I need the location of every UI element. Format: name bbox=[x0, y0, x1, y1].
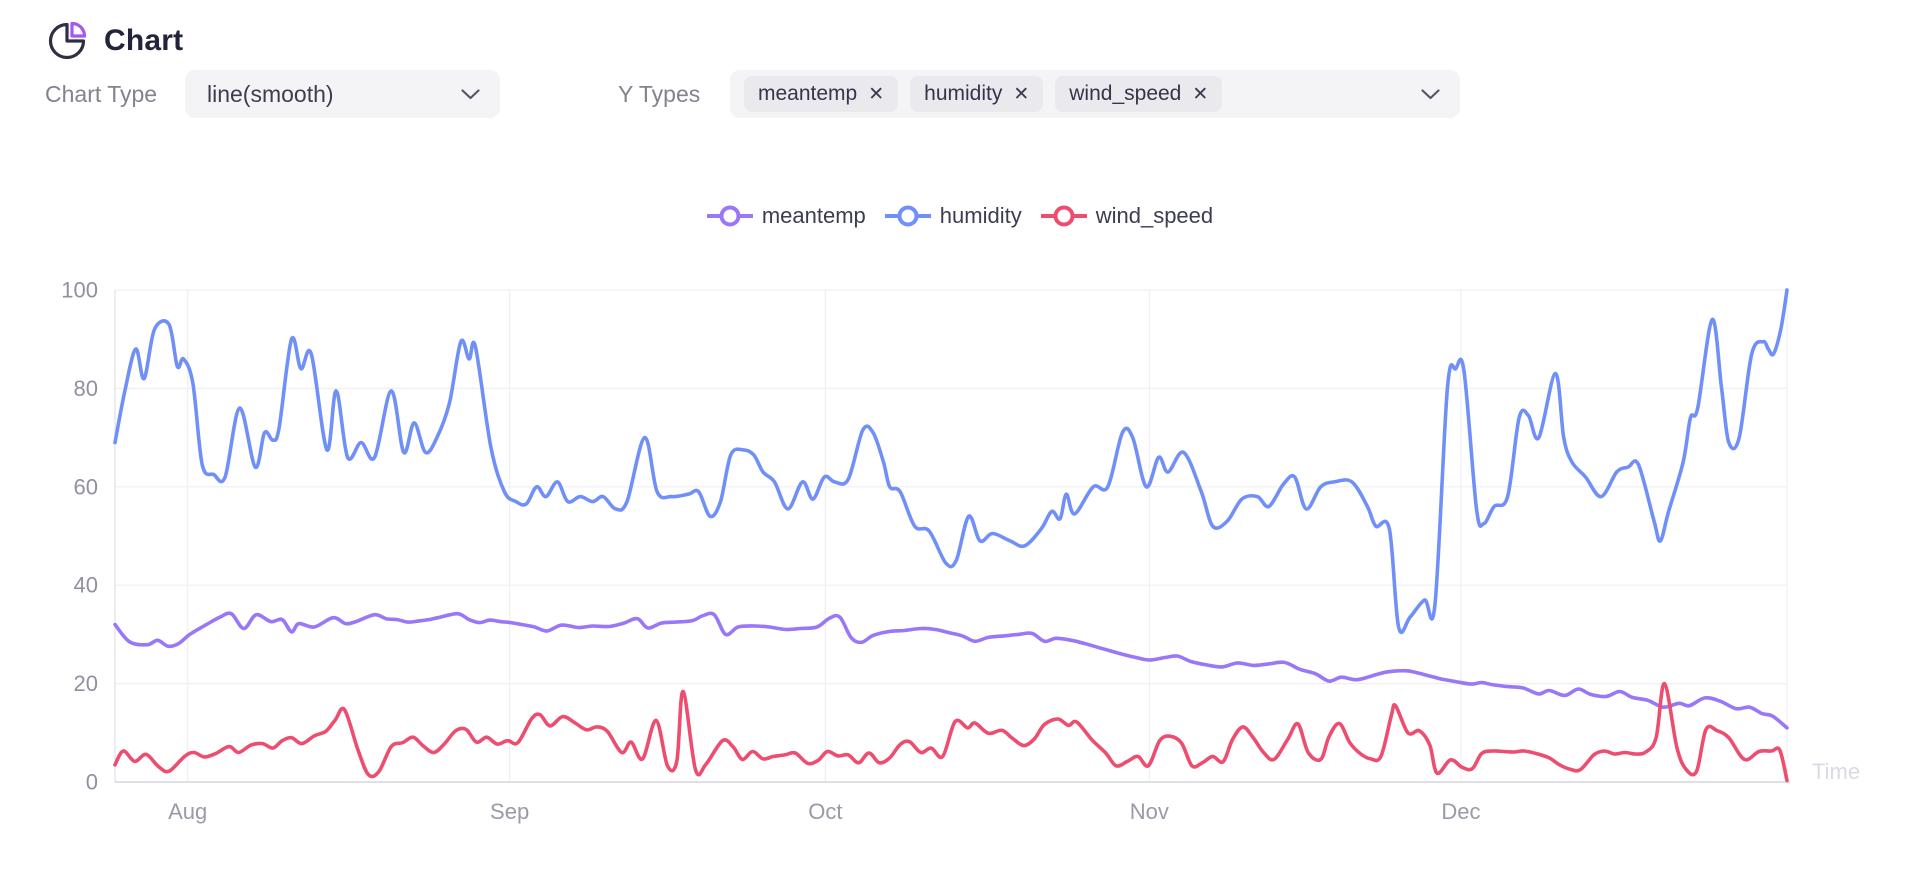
y-type-tag-wind_speed[interactable]: wind_speed ✕ bbox=[1055, 76, 1223, 112]
legend-marker-icon bbox=[1040, 205, 1087, 227]
pie-chart-icon bbox=[44, 18, 90, 64]
legend-label: wind_speed bbox=[1095, 203, 1214, 228]
chevron-down-icon[interactable] bbox=[461, 88, 480, 100]
chart-type-select[interactable]: line(smooth) bbox=[185, 70, 500, 118]
page-title: Chart bbox=[104, 24, 184, 57]
series-line-wind_speed bbox=[113, 681, 1789, 783]
x-axis-name-label: Time bbox=[1812, 759, 1860, 784]
x-axis-tick-label: Sep bbox=[490, 799, 529, 824]
chart-type-value: line(smooth) bbox=[207, 80, 334, 107]
legend-marker-icon bbox=[706, 205, 753, 227]
remove-tag-icon[interactable]: ✕ bbox=[1192, 83, 1209, 105]
y-axis-tick-label: 0 bbox=[86, 770, 98, 795]
series-line-humidity bbox=[113, 288, 1789, 635]
legend-marker-icon bbox=[884, 205, 931, 227]
y-types-label: Y Types bbox=[618, 81, 701, 107]
panel-header: Chart bbox=[44, 18, 183, 64]
x-axis-tick-label: Aug bbox=[168, 799, 207, 824]
y-type-tag-humidity[interactable]: humidity ✕ bbox=[910, 76, 1044, 112]
remove-tag-icon[interactable]: ✕ bbox=[1013, 83, 1030, 105]
tag-label: wind_speed bbox=[1069, 82, 1182, 105]
legend-label: humidity bbox=[939, 203, 1022, 228]
legend-item-humidity[interactable]: humidity bbox=[884, 203, 1022, 229]
series-line-meantemp bbox=[113, 611, 1789, 730]
y-type-tags: meantemp ✕ humidity ✕ wind_speed ✕ bbox=[744, 76, 1223, 112]
y-axis-tick-label: 40 bbox=[74, 573, 98, 598]
x-axis-tick-label: Dec bbox=[1441, 799, 1480, 824]
y-types-select[interactable]: meantemp ✕ humidity ✕ wind_speed ✕ bbox=[730, 70, 1460, 118]
y-axis-tick-label: 80 bbox=[74, 376, 98, 401]
tag-label: humidity bbox=[924, 82, 1003, 105]
x-axis-tick-label: Oct bbox=[808, 799, 842, 824]
chevron-down-icon[interactable] bbox=[1421, 88, 1440, 100]
legend-item-wind_speed[interactable]: wind_speed bbox=[1040, 203, 1214, 229]
chart-legend: meantemp humidity wind_speed bbox=[0, 203, 1920, 229]
tag-label: meantemp bbox=[758, 82, 858, 105]
remove-tag-icon[interactable]: ✕ bbox=[868, 83, 885, 105]
chart-type-label: Chart Type bbox=[45, 81, 158, 107]
legend-label: meantemp bbox=[761, 203, 866, 228]
y-axis-tick-label: 100 bbox=[61, 278, 98, 303]
x-axis-tick-label: Nov bbox=[1130, 799, 1169, 824]
y-axis-tick-label: 20 bbox=[74, 671, 98, 696]
y-type-tag-meantemp[interactable]: meantemp ✕ bbox=[744, 76, 899, 112]
legend-item-meantemp[interactable]: meantemp bbox=[706, 203, 866, 229]
y-axis-tick-label: 60 bbox=[74, 474, 98, 499]
